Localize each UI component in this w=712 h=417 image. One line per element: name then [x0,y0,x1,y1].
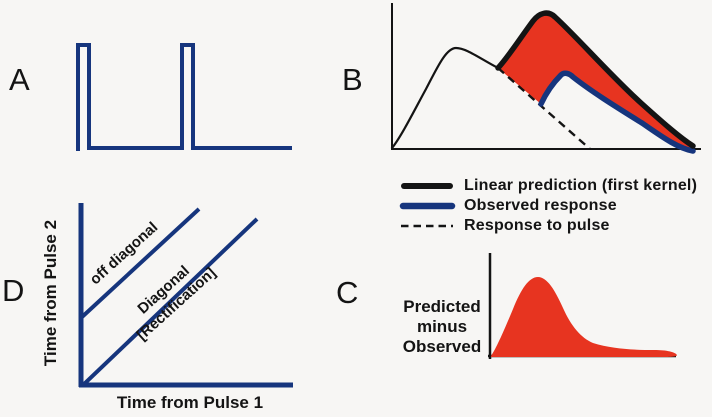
dashed-line-icon [401,224,453,228]
legend: Linear prediction (first kernel) Observe… [399,176,697,236]
legend-label-response-to-pulse: Response to pulse [464,217,610,234]
thick-blue-line-icon [399,202,456,210]
panel-b-letter: B [342,62,363,97]
thick-black-line-icon [401,183,453,189]
legend-label-observed-response: Observed response [464,197,617,214]
legend-item-observed-response: Observed response [399,196,697,216]
d-y-axis-label: Time from Pulse 2 [41,219,60,367]
d-diagonal-line [80,217,259,388]
legend-item-response-to-pulse: Response to pulse [399,216,697,236]
c-axis-label: Predicted minus Observed [394,297,490,357]
panel-a-letter: A [9,62,30,97]
b-pulse-response-curve [390,46,500,150]
panel-d-letter: D [2,273,25,308]
legend-label-linear-prediction: Linear prediction (first kernel) [464,177,698,194]
b-dashed-response-to-pulse [497,67,591,150]
c-axis-label-line3: Observed [402,337,482,356]
panel-c-letter: C [336,275,359,310]
legend-item-linear-prediction: Linear prediction (first kernel) [399,176,697,196]
pulse-train-path [76,43,292,151]
b-difference-area [498,13,693,151]
c-axis-label-line1: Predicted [403,297,481,316]
d-x-axis-label: Time from Pulse 1 [116,393,264,412]
c-axis-label-line2: minus [416,317,468,336]
c-difference-curve [491,277,677,357]
d-offdiagonal-line [80,207,201,319]
b-linear-prediction-curve [495,10,696,149]
b-observed-response-curve [538,70,696,154]
